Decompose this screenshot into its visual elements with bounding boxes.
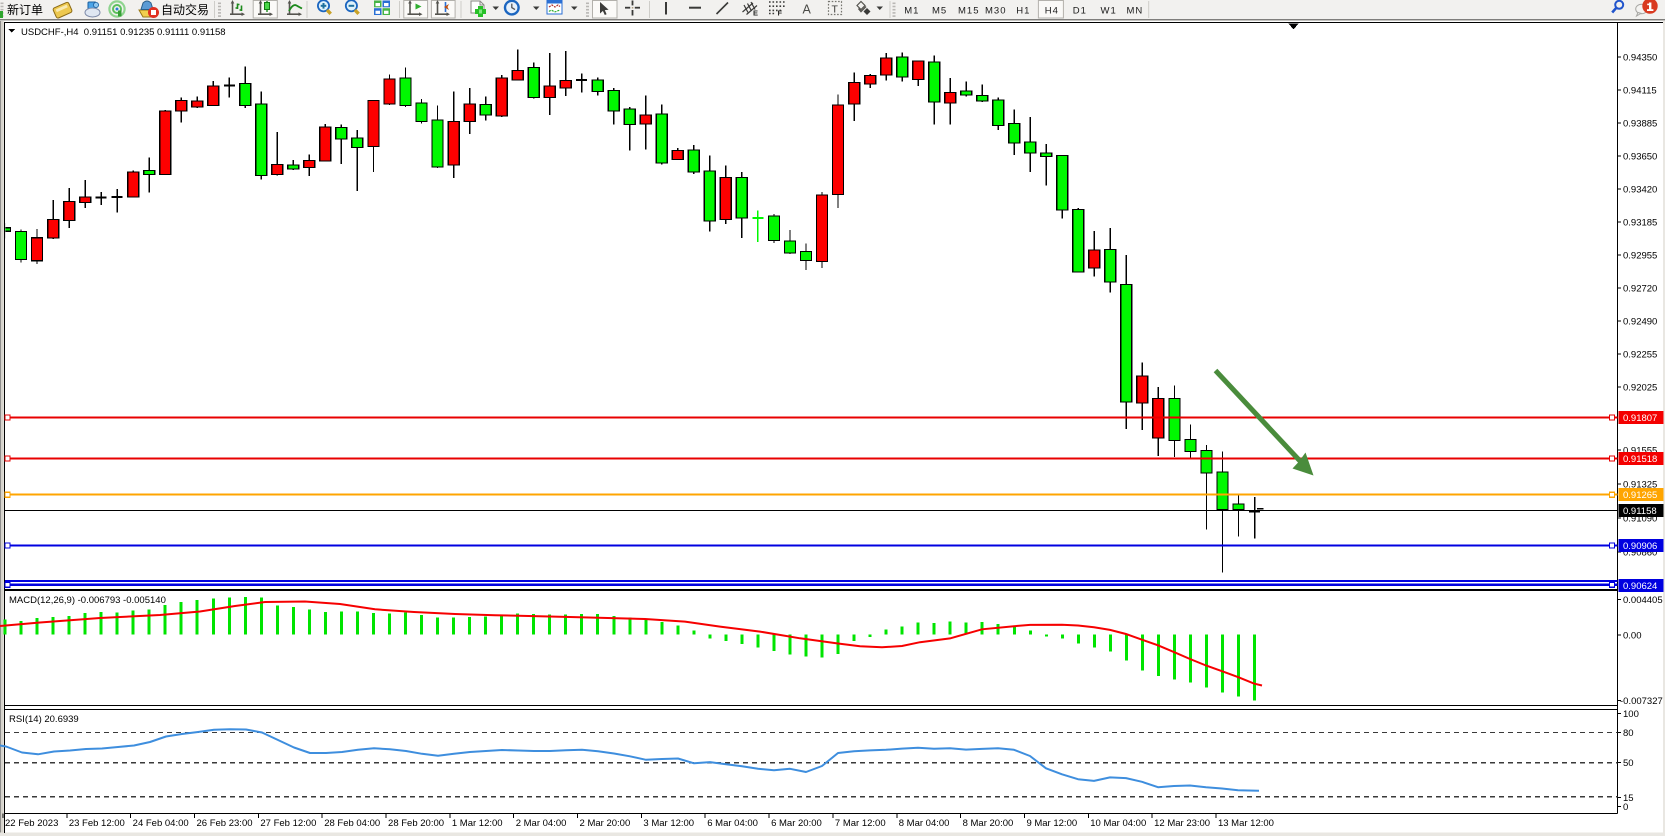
svg-text:H1: H1 xyxy=(1016,6,1030,17)
svg-text:8 Mar 04:00: 8 Mar 04:00 xyxy=(899,818,950,829)
svg-text:0.93420: 0.93420 xyxy=(1623,185,1657,196)
svg-text:80: 80 xyxy=(1623,728,1634,739)
svg-text:50: 50 xyxy=(1623,758,1634,769)
svg-text:MACD(12,26,9) -0.006793 -0.005: MACD(12,26,9) -0.006793 -0.005140 xyxy=(9,595,166,606)
svg-text:MN: MN xyxy=(1127,6,1144,17)
svg-text:0.92025: 0.92025 xyxy=(1623,383,1657,394)
svg-text:1 Mar 12:00: 1 Mar 12:00 xyxy=(452,818,503,829)
svg-text:RSI(14) 20.6939: RSI(14) 20.6939 xyxy=(9,714,79,725)
svg-text:22 Feb 2023: 22 Feb 2023 xyxy=(5,818,58,829)
svg-text:H4: H4 xyxy=(1045,6,1059,17)
svg-text:3 Mar 12:00: 3 Mar 12:00 xyxy=(643,818,694,829)
svg-text:0.90860: 0.90860 xyxy=(1623,548,1657,559)
svg-text:0.91158: 0.91158 xyxy=(1623,506,1657,517)
svg-text:E: E xyxy=(753,9,758,18)
svg-text:6 Mar 20:00: 6 Mar 20:00 xyxy=(771,818,822,829)
svg-text:0.92955: 0.92955 xyxy=(1623,251,1657,262)
svg-text:2 Mar 04:00: 2 Mar 04:00 xyxy=(516,818,567,829)
svg-text:USDCHF-,H4 0.91151 0.91235 0.: USDCHF-,H4 0.91151 0.91235 0.91111 0.911… xyxy=(21,27,226,38)
svg-text:0.92490: 0.92490 xyxy=(1623,317,1657,328)
svg-text:0.90906: 0.90906 xyxy=(1623,541,1657,552)
svg-text:0.92255: 0.92255 xyxy=(1623,350,1657,361)
svg-text:0.91807: 0.91807 xyxy=(1623,413,1657,424)
svg-text:-0.007327: -0.007327 xyxy=(1620,696,1663,707)
svg-text:0.91325: 0.91325 xyxy=(1623,480,1657,491)
svg-text:D1: D1 xyxy=(1073,6,1087,17)
svg-text:0.91518: 0.91518 xyxy=(1623,454,1657,465)
svg-text:M15: M15 xyxy=(958,6,979,17)
svg-text:23 Feb 12:00: 23 Feb 12:00 xyxy=(69,818,125,829)
svg-text:100: 100 xyxy=(1623,709,1639,720)
svg-text:12 Mar 23:00: 12 Mar 23:00 xyxy=(1154,818,1210,829)
svg-text:A: A xyxy=(803,3,812,17)
svg-text:0.93185: 0.93185 xyxy=(1623,218,1657,229)
svg-text:0.90624: 0.90624 xyxy=(1623,581,1657,592)
svg-text:0.00: 0.00 xyxy=(1623,631,1642,642)
svg-text:2 Mar 20:00: 2 Mar 20:00 xyxy=(580,818,631,829)
svg-text:M30: M30 xyxy=(985,6,1006,17)
svg-text:F: F xyxy=(778,9,783,18)
svg-text:10 Mar 04:00: 10 Mar 04:00 xyxy=(1090,818,1146,829)
svg-text:0.94115: 0.94115 xyxy=(1623,86,1657,97)
svg-text:0.93650: 0.93650 xyxy=(1623,152,1657,163)
svg-text:0.92720: 0.92720 xyxy=(1623,284,1657,295)
svg-text:8 Mar 20:00: 8 Mar 20:00 xyxy=(963,818,1014,829)
svg-text:M1: M1 xyxy=(904,6,919,17)
svg-text:7 Mar 12:00: 7 Mar 12:00 xyxy=(835,818,886,829)
svg-text:24 Feb 04:00: 24 Feb 04:00 xyxy=(133,818,189,829)
svg-text:9 Mar 12:00: 9 Mar 12:00 xyxy=(1026,818,1077,829)
svg-text:15: 15 xyxy=(1623,793,1634,804)
svg-text:6 Mar 04:00: 6 Mar 04:00 xyxy=(707,818,758,829)
svg-text:28 Feb 20:00: 28 Feb 20:00 xyxy=(388,818,444,829)
svg-text:27 Feb 12:00: 27 Feb 12:00 xyxy=(260,818,316,829)
svg-text:0.91265: 0.91265 xyxy=(1623,490,1657,501)
svg-text:0.94350: 0.94350 xyxy=(1623,53,1657,64)
svg-text:M5: M5 xyxy=(932,6,947,17)
svg-text:13 Mar 12:00: 13 Mar 12:00 xyxy=(1218,818,1274,829)
svg-text:T: T xyxy=(832,4,839,16)
svg-text:W1: W1 xyxy=(1101,6,1117,17)
svg-text:新订单: 新订单 xyxy=(7,2,43,17)
svg-text:0: 0 xyxy=(1623,802,1628,813)
svg-text:0.93885: 0.93885 xyxy=(1623,119,1657,130)
svg-text:自动交易: 自动交易 xyxy=(161,2,209,17)
svg-text:28 Feb 04:00: 28 Feb 04:00 xyxy=(324,818,380,829)
svg-text:0.91090: 0.91090 xyxy=(1623,514,1657,525)
svg-text:26 Feb 23:00: 26 Feb 23:00 xyxy=(197,818,253,829)
svg-text:0.004405: 0.004405 xyxy=(1623,595,1663,606)
svg-text:0.91555: 0.91555 xyxy=(1623,446,1657,457)
